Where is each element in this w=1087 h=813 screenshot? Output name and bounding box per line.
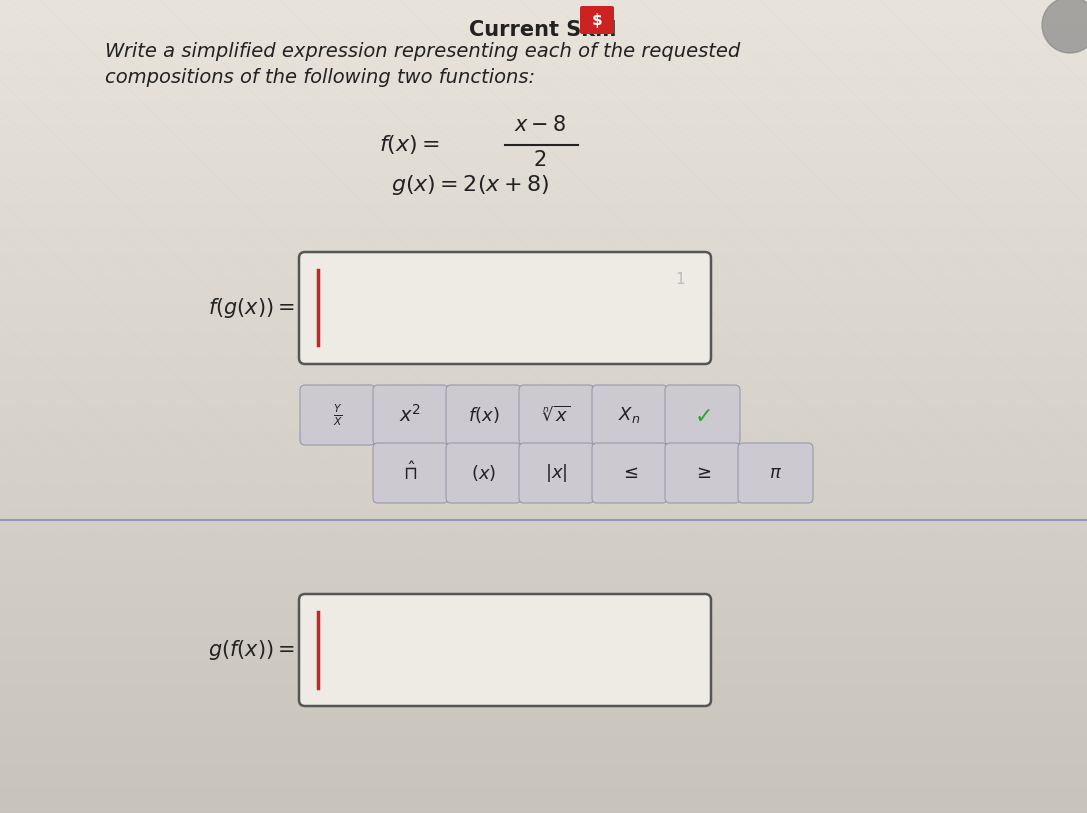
FancyBboxPatch shape (738, 443, 813, 503)
FancyBboxPatch shape (592, 443, 667, 503)
Text: $f(x)$: $f(x)$ (467, 405, 499, 425)
Text: $x-8$: $x-8$ (514, 115, 566, 135)
Circle shape (1042, 0, 1087, 53)
FancyBboxPatch shape (592, 385, 667, 445)
FancyBboxPatch shape (299, 594, 711, 706)
Text: $\hat{\sqcap}$: $\hat{\sqcap}$ (403, 462, 417, 485)
Text: $: $ (591, 12, 602, 28)
Text: $\sqrt[n]{x}$: $\sqrt[n]{x}$ (542, 406, 571, 424)
Text: $g(f(x))=$: $g(f(x))=$ (208, 638, 295, 662)
Text: $x^2$: $x^2$ (399, 404, 422, 426)
Text: $\checkmark$: $\checkmark$ (695, 404, 711, 426)
Text: $f(g(x))=$: $f(g(x))=$ (208, 296, 295, 320)
Text: $|x|$: $|x|$ (546, 462, 567, 484)
Text: Write a simplified expression representing each of the requested: Write a simplified expression representi… (105, 42, 740, 61)
Text: Current Skill: Current Skill (470, 20, 616, 40)
Text: compositions of the following two functions:: compositions of the following two functi… (105, 68, 535, 87)
Text: $(x)$: $(x)$ (471, 463, 496, 483)
FancyBboxPatch shape (580, 6, 614, 34)
Text: $\pi$: $\pi$ (769, 464, 782, 482)
FancyBboxPatch shape (373, 443, 448, 503)
FancyBboxPatch shape (373, 385, 448, 445)
FancyBboxPatch shape (446, 385, 521, 445)
FancyBboxPatch shape (299, 252, 711, 364)
FancyBboxPatch shape (446, 443, 521, 503)
FancyBboxPatch shape (665, 443, 740, 503)
Text: $g(x) = 2(x+8)$: $g(x) = 2(x+8)$ (391, 173, 549, 197)
Text: $\leq$: $\leq$ (621, 464, 639, 482)
FancyBboxPatch shape (300, 385, 375, 445)
FancyBboxPatch shape (518, 385, 594, 445)
FancyBboxPatch shape (665, 385, 740, 445)
Text: $\geq$: $\geq$ (694, 464, 712, 482)
Text: 1: 1 (675, 272, 685, 287)
Text: $\frac{Y}{X}$: $\frac{Y}{X}$ (333, 402, 342, 428)
Text: $f(x) =$: $f(x) =$ (379, 133, 440, 156)
FancyBboxPatch shape (518, 443, 594, 503)
Text: $X_n$: $X_n$ (619, 405, 640, 425)
Text: $2$: $2$ (534, 150, 547, 170)
